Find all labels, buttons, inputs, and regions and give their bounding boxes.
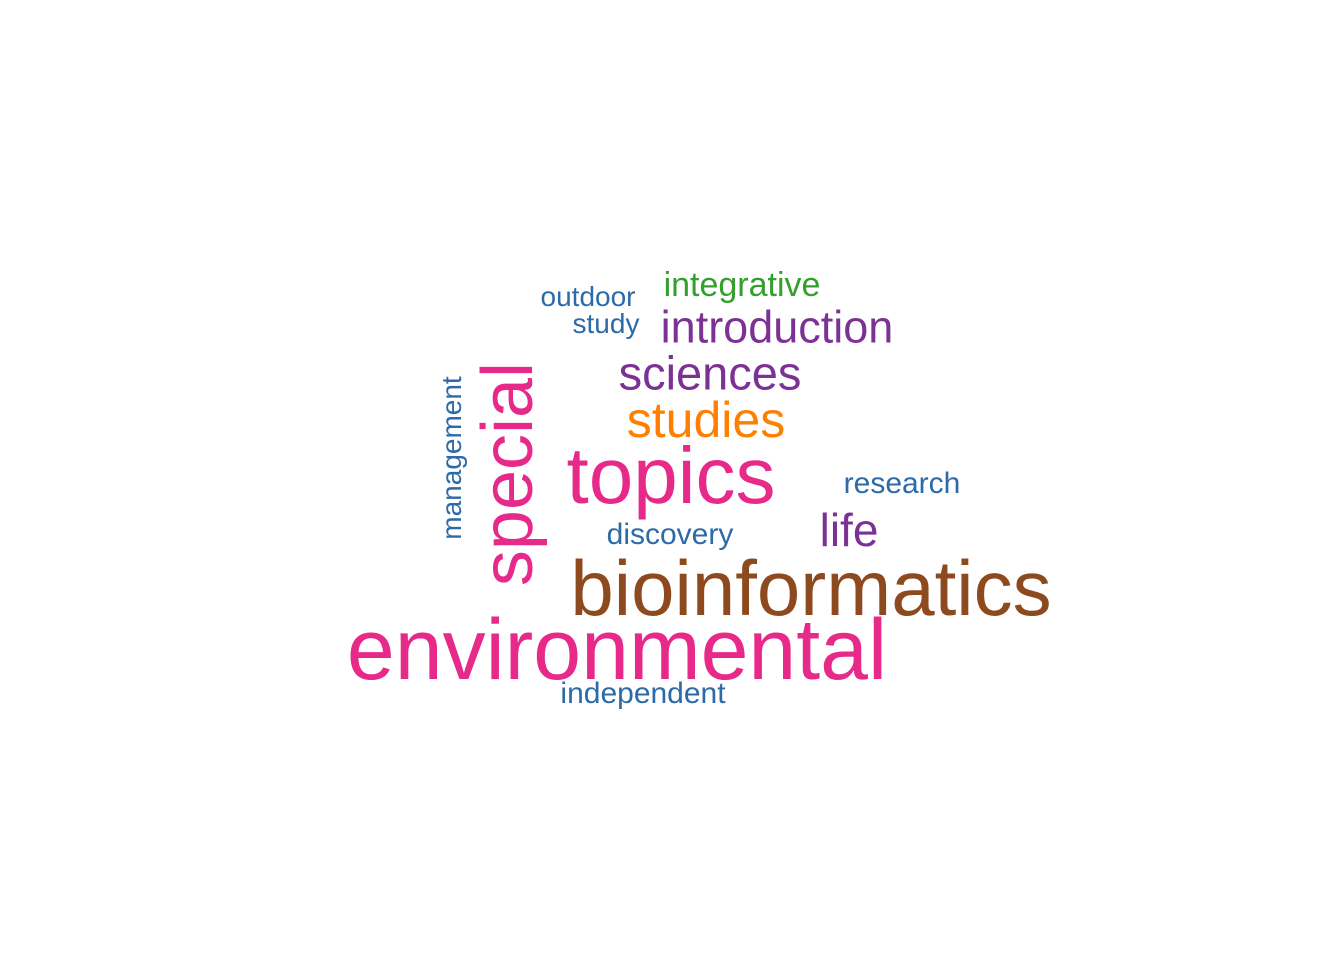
word-sciences: sciences bbox=[618, 346, 802, 400]
word-discovery: discovery bbox=[606, 518, 734, 551]
word-introduction: introduction bbox=[660, 301, 894, 353]
word-integrative: integrative bbox=[663, 266, 821, 304]
word-research: research bbox=[843, 467, 961, 500]
word-studies: studies bbox=[626, 392, 786, 448]
word-environmental: environmental bbox=[346, 602, 888, 698]
word-bioinformatics: bioinformatics bbox=[570, 544, 1052, 632]
word-topics: topics bbox=[566, 431, 776, 520]
word-independent: independent bbox=[560, 677, 726, 710]
word-management: management bbox=[436, 376, 467, 540]
word-study: study bbox=[572, 308, 640, 339]
word-outdoor: outdoor bbox=[540, 281, 636, 312]
word-life: life bbox=[819, 504, 879, 556]
word-special: special bbox=[468, 361, 548, 587]
